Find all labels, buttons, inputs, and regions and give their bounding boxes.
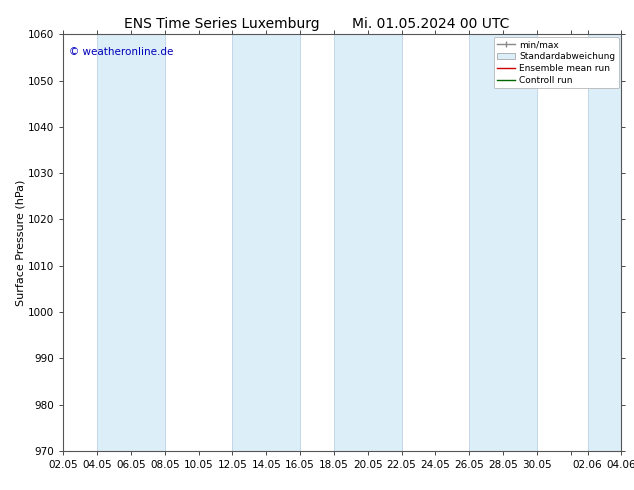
Bar [469,34,537,451]
Bar [588,34,621,451]
Y-axis label: Surface Pressure (hPa): Surface Pressure (hPa) [15,179,25,306]
Bar [233,34,300,451]
Bar [97,34,165,451]
Text: Mi. 01.05.2024 00 UTC: Mi. 01.05.2024 00 UTC [353,17,510,31]
Bar [334,34,401,451]
Text: © weatheronline.de: © weatheronline.de [69,47,173,57]
Text: ENS Time Series Luxemburg: ENS Time Series Luxemburg [124,17,320,31]
Legend: min/max, Standardabweichung, Ensemble mean run, Controll run: min/max, Standardabweichung, Ensemble me… [494,37,619,88]
